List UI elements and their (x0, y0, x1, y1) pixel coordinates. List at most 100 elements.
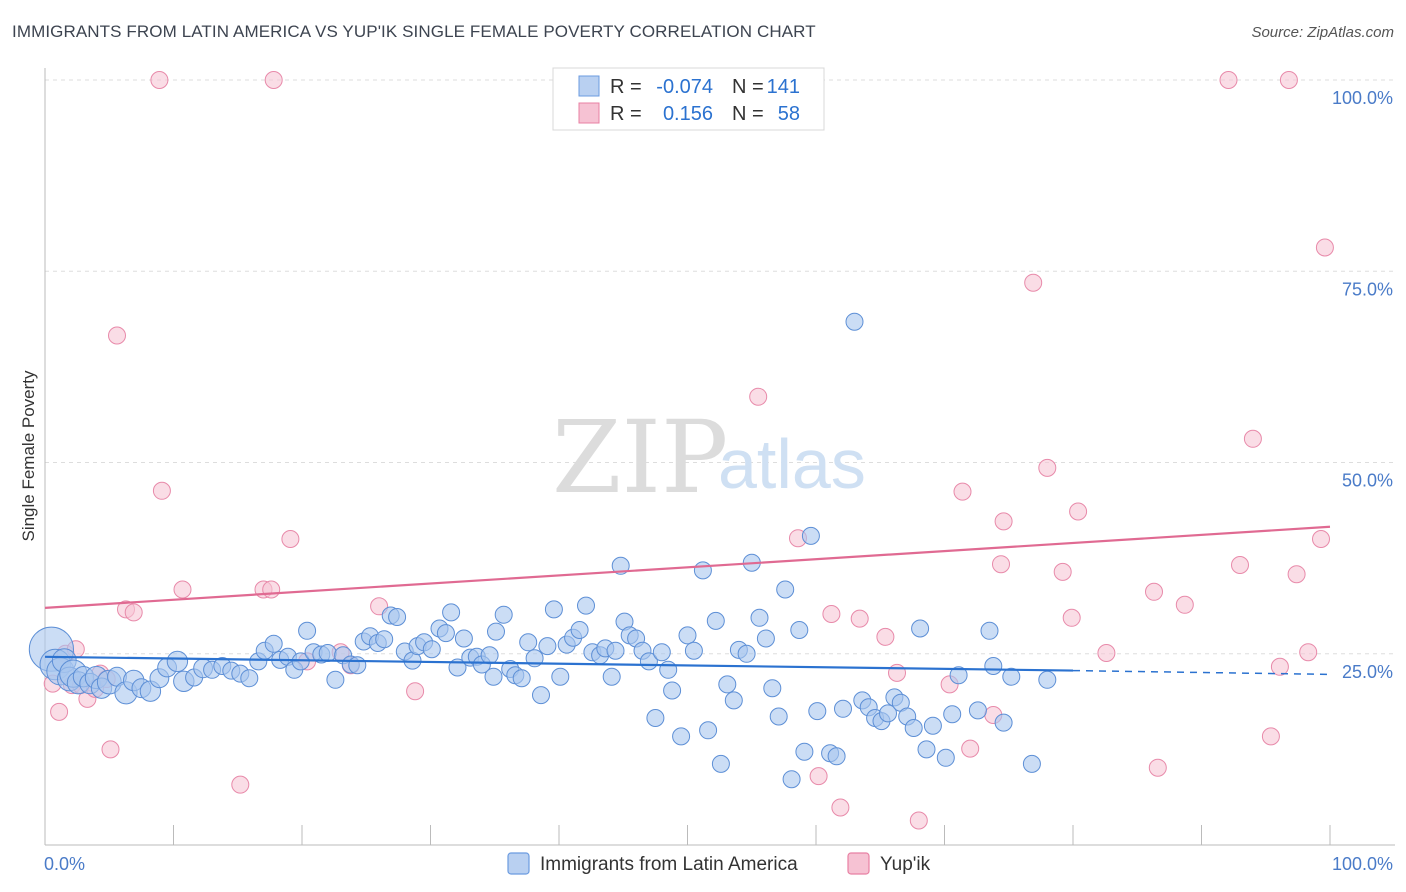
watermark: ZIP atlas (552, 399, 866, 516)
axes (44, 68, 1395, 846)
latin-america-point (684, 641, 703, 660)
yupik-point (1261, 727, 1280, 746)
latin-america-point (611, 556, 630, 575)
latin-america-point (808, 702, 827, 721)
yupik-point (101, 740, 120, 759)
latin-america-point (264, 634, 283, 653)
latin-america-point (911, 619, 930, 638)
legend-bottom-label-pink: Yup'ik (880, 854, 931, 875)
latin-america-point (551, 667, 570, 686)
latin-america-point (949, 666, 968, 685)
latin-america-point (646, 709, 665, 727)
latin-america-point (845, 312, 864, 331)
latin-america-point (724, 691, 743, 710)
yupik-point (1219, 71, 1238, 89)
yupik-point (150, 71, 169, 89)
latin-america-point (776, 580, 795, 599)
latin-america-point (769, 707, 788, 726)
latin-america-point (375, 630, 394, 649)
latin-america-point (994, 713, 1013, 732)
yupik-point (994, 512, 1013, 531)
latin-america-point (388, 608, 407, 626)
yupik-point (809, 767, 828, 786)
latin-america-point (984, 657, 1003, 675)
legend-bottom-label-blue: Immigrants from Latin America (540, 854, 798, 875)
legend-r-label-blue: R = (610, 76, 642, 98)
yupik-point (1062, 608, 1081, 627)
yupik-point (281, 530, 300, 548)
latin-america-point (718, 675, 737, 694)
yupik-point (850, 609, 869, 628)
legend-bottom-swatch-blue (507, 852, 530, 875)
yupik-point (961, 739, 980, 758)
latin-america-point (512, 669, 531, 688)
yupik-point (749, 387, 768, 406)
latin-america-point (756, 629, 775, 648)
latin-america-point (442, 603, 461, 622)
latin-america-point (532, 686, 550, 705)
yupik-point (1038, 458, 1057, 477)
trend-line-latin-america-extension (1072, 669, 1331, 676)
legend-top: R = -0.074 N = 141 R = 0.156 N = 58 (552, 67, 825, 131)
latin-america-point (1038, 670, 1057, 689)
latin-america-point (827, 747, 846, 766)
latin-america-point (484, 667, 503, 686)
latin-america-point (678, 626, 697, 645)
latin-america-point (422, 640, 441, 659)
yupik-point (1299, 643, 1318, 662)
latin-america-point (298, 621, 317, 640)
latin-america-point (348, 656, 367, 675)
latin-america-point (494, 605, 513, 624)
latin-america-point (454, 629, 473, 648)
watermark-zip: ZIP (552, 399, 728, 516)
grid-lines (45, 79, 1395, 655)
latin-america-point (968, 701, 987, 720)
latin-america-point (519, 633, 538, 652)
chart-title: IMMIGRANTS FROM LATIN AMERICA VS YUP'IK … (12, 22, 816, 41)
latin-america-point (544, 600, 563, 619)
latin-america-point (1022, 754, 1041, 773)
latin-america-points (28, 312, 1057, 789)
latin-america-point (801, 526, 820, 545)
latin-america-point (240, 669, 259, 688)
legend-bottom: Immigrants from Latin America Yup'ik (507, 852, 931, 875)
y-tick-labels: 25.0% 50.0% 75.0% 100.0% (1332, 88, 1393, 682)
yupik-point (1279, 71, 1298, 89)
latin-america-point (879, 704, 897, 723)
latin-america-point (659, 660, 678, 679)
yupik-point (264, 71, 283, 89)
legend-r-value-blue: -0.074 (656, 76, 713, 98)
yupik-point (888, 663, 906, 682)
yupik-point (1053, 562, 1072, 581)
latin-america-point (166, 650, 189, 673)
x-tick-labels: 0.0% 100.0% (44, 854, 1393, 874)
legend-n-label-pink: N = (732, 103, 764, 125)
yupik-point (909, 811, 928, 830)
y-tick-label: 25.0% (1342, 662, 1393, 682)
latin-america-point (602, 667, 621, 686)
yupik-point (231, 775, 250, 794)
latin-america-point (943, 705, 962, 724)
yupik-point (1069, 502, 1088, 521)
trend-line-yupik (44, 525, 1331, 609)
yupik-point (1231, 556, 1249, 574)
latin-america-point (795, 742, 814, 761)
x-tick-label: 100.0% (1332, 854, 1393, 874)
yupik-point (1243, 429, 1262, 448)
yupik-point (1312, 530, 1330, 548)
latin-america-point (318, 644, 337, 662)
latin-america-point (570, 621, 589, 639)
yupik-point (992, 555, 1010, 574)
yupik-point (822, 605, 841, 623)
trend-line-latin-america (44, 655, 1074, 672)
latin-america-point (763, 679, 782, 698)
latin-america-point (652, 643, 671, 662)
latin-america-point (1002, 667, 1021, 686)
legend-n-value-pink: 58 (778, 103, 800, 125)
latin-america-point (663, 681, 682, 700)
yupik-point (173, 580, 192, 599)
latin-america-point (538, 637, 557, 656)
latin-america-point (699, 721, 718, 740)
legend-r-label-pink: R = (610, 103, 642, 125)
latin-america-point (923, 716, 942, 735)
